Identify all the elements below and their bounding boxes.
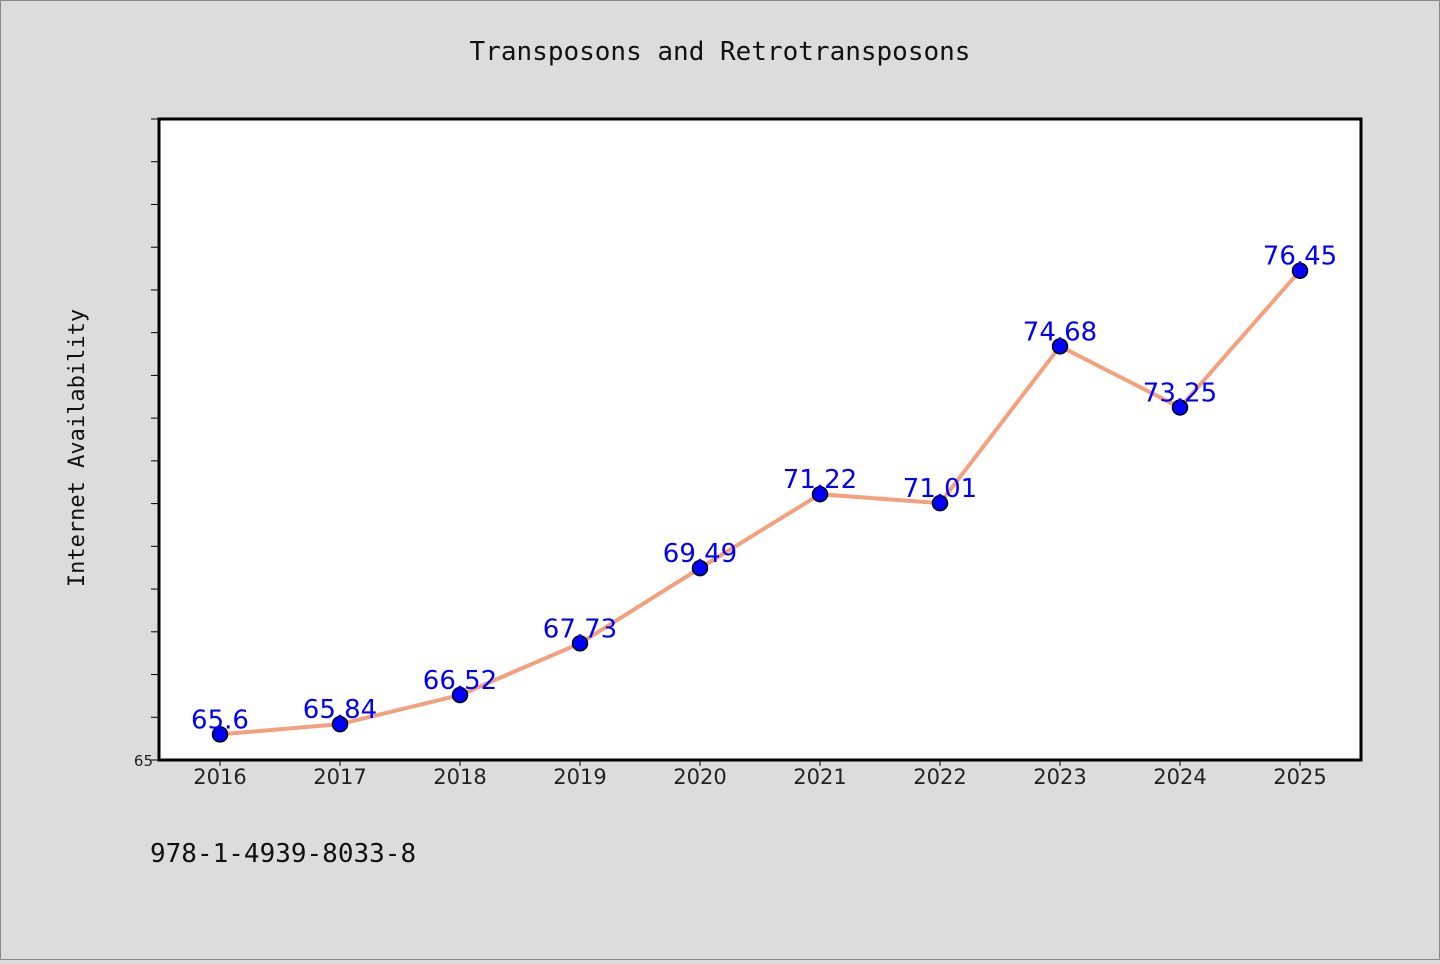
x-tick-label: 2017 <box>313 765 366 789</box>
data-label: 76.45 <box>1263 242 1337 272</box>
data-point <box>931 494 949 512</box>
series-markers <box>211 262 1309 743</box>
data-label: 71.01 <box>903 474 977 504</box>
x-tick-label: 2018 <box>433 765 486 789</box>
y-tick-label: 65 <box>134 752 153 770</box>
data-labels: 65.6 65.84 66.52 67.73 69.49 71.22 71.01 74.68 7… <box>191 242 1337 736</box>
x-tick-label: 2025 <box>1273 765 1326 789</box>
data-label: 74.68 <box>1023 317 1097 347</box>
x-tick-label: 2024 <box>1153 765 1206 789</box>
data-point <box>1051 338 1069 355</box>
data-label: 65.84 <box>303 695 377 725</box>
isbn-text: 978-1-4939-8033-8 <box>150 839 416 869</box>
data-point <box>451 686 469 704</box>
plot-area <box>159 119 1361 760</box>
data-label: 65.6 <box>191 705 249 735</box>
x-tick-label: 2021 <box>793 765 846 789</box>
x-tick-label: 2020 <box>673 765 726 789</box>
data-label: 66.52 <box>423 666 497 696</box>
y-axis-label: Internet Availability <box>65 309 90 587</box>
chart-title: Transposons and Retrotransposons <box>470 37 971 67</box>
data-point <box>211 726 229 743</box>
data-point <box>1171 399 1189 416</box>
data-point <box>691 559 709 577</box>
data-point <box>811 485 829 503</box>
data-point <box>1291 262 1309 279</box>
x-tick-label: 2023 <box>1033 765 1086 789</box>
x-tick-label: 2019 <box>553 765 606 789</box>
plot-frame <box>157 117 1363 762</box>
x-tick-label: 2016 <box>193 765 246 789</box>
data-label: 67.73 <box>543 614 617 644</box>
data-point <box>331 715 349 733</box>
data-label: 71.22 <box>783 465 857 495</box>
x-axis-ticks: 2016 2017 2018 2019 2020 2021 2022 2023 2024 2025 <box>193 760 1327 789</box>
data-label: 69.49 <box>663 539 737 569</box>
x-tick-label: 2022 <box>913 765 966 789</box>
data-point <box>571 635 589 652</box>
series-line <box>219 269 1302 737</box>
data-label: 73.25 <box>1143 378 1217 408</box>
